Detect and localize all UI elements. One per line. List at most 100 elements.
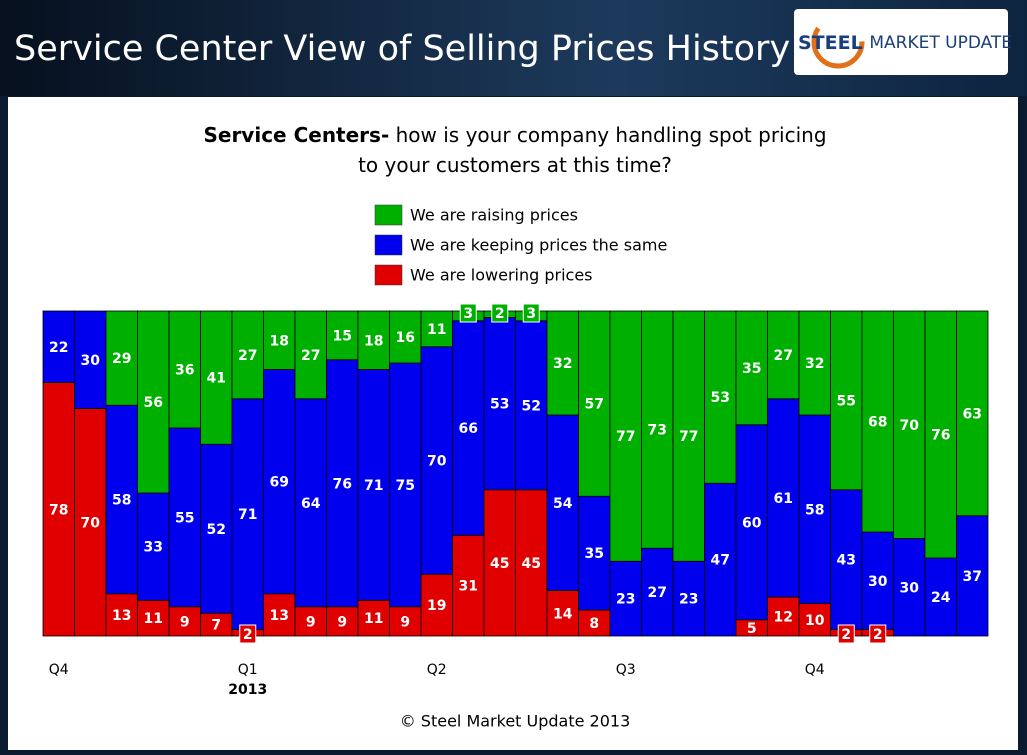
value-label: 76 [333, 476, 352, 492]
bar-segment [105, 310, 138, 406]
footer: © Steel Market Update 2013 [400, 712, 631, 731]
bar-segment [357, 599, 390, 637]
value-label: 2 [243, 627, 253, 643]
value-label: 52 [522, 398, 541, 414]
value-label: 19 [427, 598, 446, 614]
value-label: 35 [585, 546, 604, 562]
value-label: 14 [553, 606, 573, 622]
bar-segment [452, 534, 485, 637]
bar-segment [326, 310, 359, 361]
value-label: 3 [526, 306, 536, 322]
value-label: 70 [81, 515, 101, 531]
logo-rest: MARKET UPDATE [869, 33, 1012, 53]
value-label: 37 [963, 569, 982, 585]
value-label: 69 [270, 475, 289, 491]
value-label: 2 [841, 627, 851, 643]
value-label: 24 [931, 590, 951, 606]
bar-segment [200, 310, 233, 445]
bar-segment [483, 489, 516, 637]
legend-label: We are lowering prices [410, 266, 593, 285]
value-label: 41 [207, 371, 226, 387]
bar-segment [798, 414, 831, 604]
value-label: 31 [459, 579, 478, 595]
value-label: 13 [270, 608, 289, 624]
value-label-box [459, 303, 477, 323]
value-label: 55 [175, 510, 194, 526]
bar-segment [420, 310, 453, 348]
value-label: 9 [180, 614, 190, 630]
value-label: 66 [459, 421, 478, 437]
value-label: 30 [900, 580, 920, 596]
x-tick-label: Q4 [805, 662, 825, 678]
value-label: 55 [837, 393, 856, 409]
value-label: 76 [931, 428, 950, 444]
bar-segment [105, 404, 138, 595]
value-label: 18 [270, 333, 289, 349]
bar-segment [546, 414, 579, 591]
logo-box [794, 9, 1008, 75]
value-label: 64 [301, 496, 321, 512]
value-label: 73 [648, 423, 667, 439]
value-label: 11 [144, 611, 163, 627]
value-label: 9 [306, 614, 316, 630]
value-label: 58 [112, 493, 131, 509]
bar-segment [798, 603, 831, 637]
bar-segment [830, 310, 863, 491]
value-label: 30 [868, 574, 888, 590]
legend-label: We are keeping prices the same [410, 236, 667, 255]
value-label: 18 [364, 333, 383, 349]
bar-segment [767, 398, 800, 598]
chart-title-box: Service Centers- how is your company han… [200, 120, 830, 180]
logo-bold: STEEL [798, 32, 863, 54]
value-label: 60 [742, 515, 762, 531]
bar-segment [578, 609, 611, 637]
chart-title: Service Centers- how is your company han… [200, 120, 830, 180]
value-label: 11 [364, 611, 383, 627]
bar-segment [74, 408, 107, 637]
legend-swatch [374, 204, 403, 226]
value-label: 10 [805, 613, 825, 629]
bar-segment [956, 515, 989, 637]
bar-segment [294, 398, 327, 608]
bar-segment [735, 424, 768, 621]
bar-segment [452, 320, 485, 536]
bar-segment [74, 310, 107, 409]
value-label: 71 [364, 478, 383, 494]
bar-segment [263, 593, 296, 637]
legend-swatch [374, 264, 403, 286]
value-label: 11 [427, 322, 446, 338]
value-label: 52 [207, 522, 226, 538]
value-label: 68 [868, 415, 887, 431]
bar-segment [609, 310, 642, 562]
value-label: 3 [463, 306, 473, 322]
bar-segment [641, 310, 674, 549]
bar-segment [231, 310, 264, 400]
value-label: 32 [553, 356, 572, 372]
value-label: 30 [81, 353, 101, 369]
value-label: 70 [900, 418, 920, 434]
value-label: 57 [585, 397, 604, 413]
bar-segment [357, 310, 390, 370]
value-label: 5 [747, 621, 757, 637]
page-title: Service Center View of Selling Prices Hi… [14, 29, 790, 69]
bar-segment [924, 310, 957, 559]
value-label: 23 [679, 592, 698, 608]
value-label: 2 [873, 627, 883, 643]
bar-segment [546, 310, 579, 416]
value-label: 9 [400, 614, 410, 630]
value-label: 27 [238, 348, 257, 364]
x-tick-label: Q3 [616, 662, 636, 678]
bar-segment [672, 310, 705, 562]
bar-segment [861, 310, 894, 533]
value-label: 61 [774, 491, 793, 507]
legend-label: We are raising prices [410, 206, 578, 225]
bar-segment [200, 443, 233, 614]
bar-segment [389, 310, 422, 364]
value-label: 35 [742, 361, 761, 377]
value-label: 23 [616, 592, 635, 608]
chart-title-bold: Service Centers- [203, 123, 390, 147]
bar-segment [420, 573, 453, 637]
x-tick-label: Q4 [49, 662, 69, 678]
